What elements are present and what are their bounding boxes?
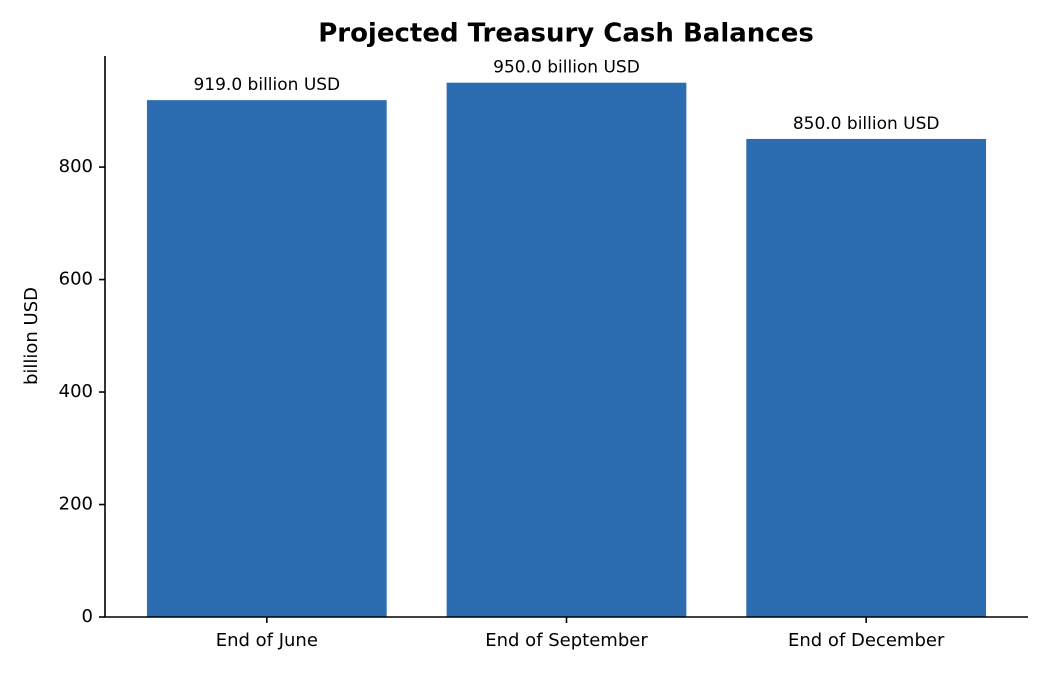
y-tick-label: 600 — [59, 269, 93, 290]
y-tick-label: 200 — [59, 494, 93, 515]
bar — [446, 82, 687, 617]
y-tick-label: 800 — [59, 156, 93, 177]
value-label: 919.0 billion USD — [193, 75, 340, 95]
value-label: 850.0 billion USD — [793, 114, 940, 134]
x-tick-label: End of September — [485, 630, 648, 651]
y-tick-label: 400 — [59, 381, 93, 402]
x-tick-label: End of December — [788, 630, 945, 651]
bar — [746, 138, 987, 617]
bar — [146, 100, 387, 618]
chart-title: Projected Treasury Cash Balances — [318, 19, 814, 49]
y-axis-label: billion USD — [21, 287, 42, 385]
value-label: 950.0 billion USD — [493, 58, 640, 78]
x-tick-label: End of June — [216, 630, 318, 651]
y-tick-label: 0 — [82, 606, 93, 627]
